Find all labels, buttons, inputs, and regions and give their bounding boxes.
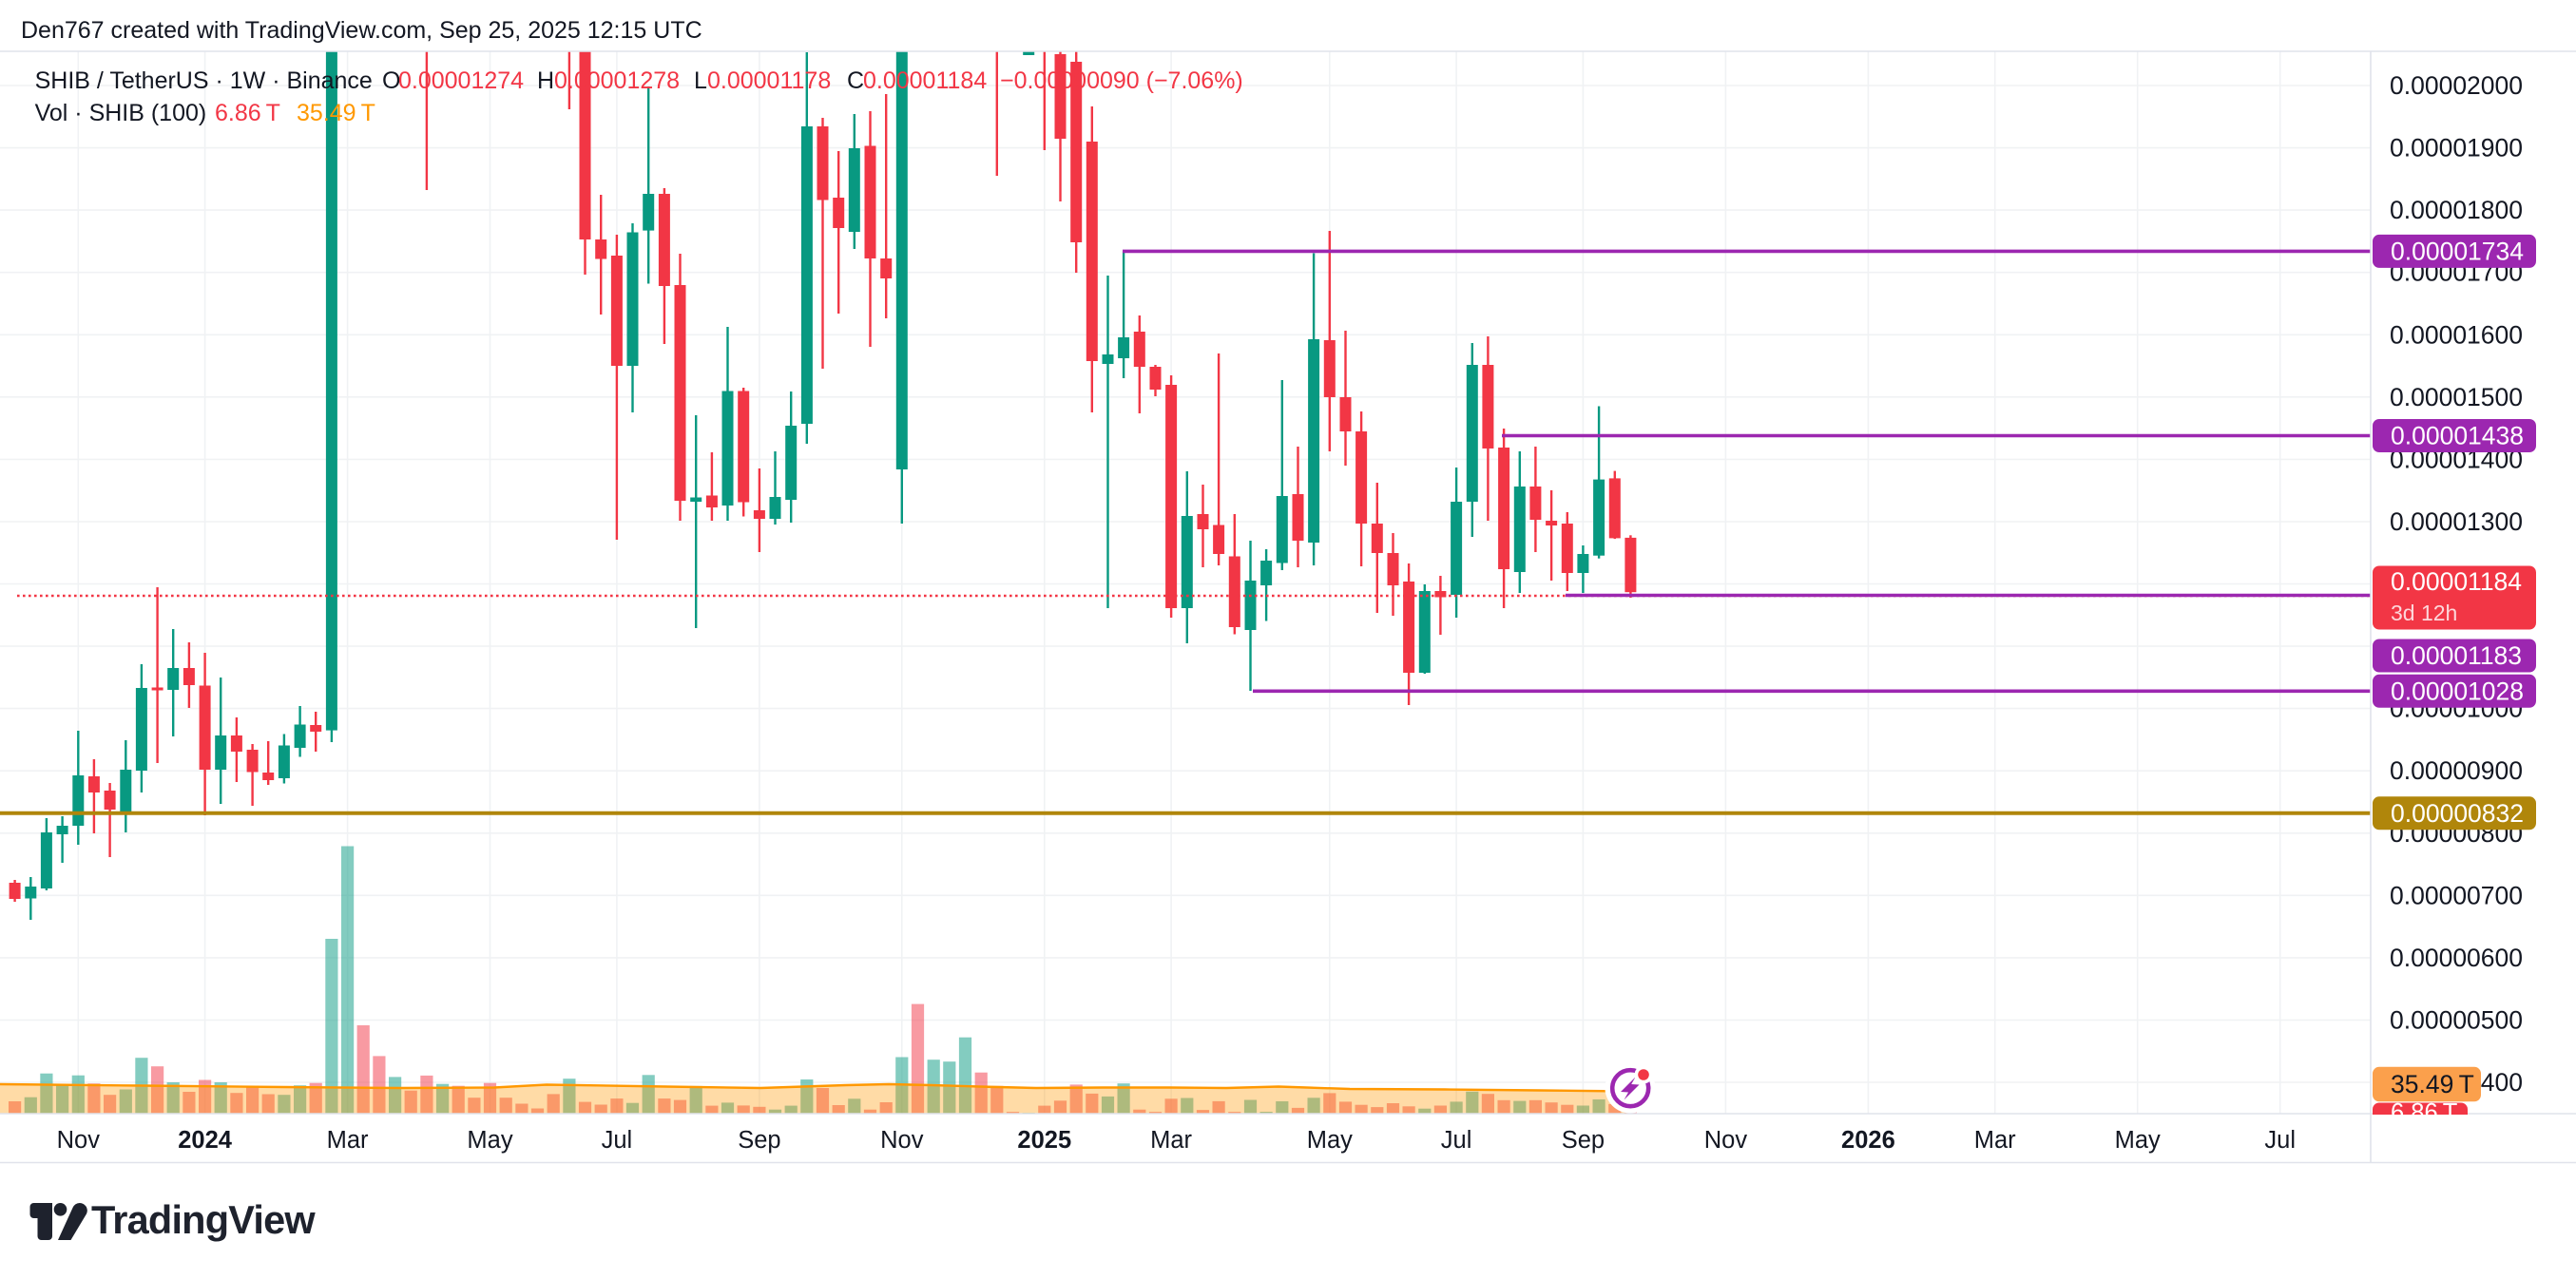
svg-text:L: L: [694, 67, 707, 94]
svg-text:SHIB / TetherUS · 1W · Binance: SHIB / TetherUS · 1W · Binance: [35, 67, 373, 94]
svg-text:Jul: Jul: [1441, 1127, 1472, 1154]
svg-text:0.00001300: 0.00001300: [2390, 507, 2523, 536]
svg-text:0.00001183: 0.00001183: [2391, 641, 2522, 670]
svg-text:0.00000900: 0.00000900: [2390, 756, 2523, 785]
svg-text:Vol · SHIB (100): Vol · SHIB (100): [35, 100, 207, 126]
svg-text:−0.00000090 (−7.06%): −0.00000090 (−7.06%): [1000, 67, 1243, 94]
svg-text:0.00001178: 0.00001178: [707, 67, 831, 94]
svg-text:0.00000600: 0.00000600: [2390, 944, 2523, 972]
svg-text:Jul: Jul: [2264, 1127, 2296, 1154]
svg-text:Mar: Mar: [1974, 1127, 2016, 1154]
svg-text:0.00001274: 0.00001274: [398, 67, 524, 94]
svg-text:Nov: Nov: [1704, 1127, 1748, 1154]
svg-text:2024: 2024: [178, 1127, 233, 1154]
svg-text:2026: 2026: [1841, 1127, 1895, 1154]
svg-text:0.00000500: 0.00000500: [2390, 1006, 2523, 1035]
svg-text:Sep: Sep: [738, 1127, 780, 1154]
svg-text:0.00001028: 0.00001028: [2391, 677, 2524, 705]
svg-text:Mar: Mar: [1150, 1127, 1192, 1154]
svg-text:O: O: [382, 67, 400, 94]
svg-text:0.00002000: 0.00002000: [2390, 71, 2523, 100]
svg-text:H: H: [537, 67, 554, 94]
svg-text:C: C: [847, 67, 864, 94]
svg-text:May: May: [1307, 1127, 1353, 1154]
svg-text:Nov: Nov: [880, 1127, 924, 1154]
svg-text:0.00001184: 0.00001184: [863, 67, 987, 94]
svg-text:3d 12h: 3d 12h: [2391, 601, 2457, 625]
svg-text:May: May: [467, 1127, 512, 1154]
svg-text:0.00001500: 0.00001500: [2390, 383, 2523, 411]
svg-text:Sep: Sep: [1562, 1127, 1605, 1154]
svg-text:Den767 created with TradingVie: Den767 created with TradingView.com, Sep…: [21, 17, 702, 44]
svg-text:Nov: Nov: [57, 1127, 101, 1154]
svg-text:Jul: Jul: [602, 1127, 633, 1154]
svg-text:6.86 T: 6.86 T: [2391, 1099, 2457, 1126]
svg-text:6.86 T: 6.86 T: [215, 100, 280, 126]
svg-text:May: May: [2115, 1127, 2161, 1154]
svg-text:0.00001734: 0.00001734: [2391, 237, 2524, 265]
svg-text:0.00001278: 0.00001278: [554, 67, 680, 94]
svg-text:TradingView: TradingView: [91, 1197, 316, 1242]
svg-text:2025: 2025: [1017, 1127, 1071, 1154]
svg-text:0.00000832: 0.00000832: [2391, 799, 2524, 828]
svg-text:0.00001438: 0.00001438: [2391, 422, 2524, 450]
svg-text:0.00001600: 0.00001600: [2390, 320, 2523, 349]
svg-text:0.00001184: 0.00001184: [2391, 567, 2522, 596]
svg-text:0.00000700: 0.00000700: [2390, 881, 2523, 909]
svg-text:35.49 T: 35.49 T: [297, 100, 375, 126]
svg-text:0.00001800: 0.00001800: [2390, 196, 2523, 224]
svg-text:Mar: Mar: [327, 1127, 369, 1154]
svg-text:35.49 T: 35.49 T: [2391, 1070, 2474, 1098]
svg-text:0.00001900: 0.00001900: [2390, 134, 2523, 162]
